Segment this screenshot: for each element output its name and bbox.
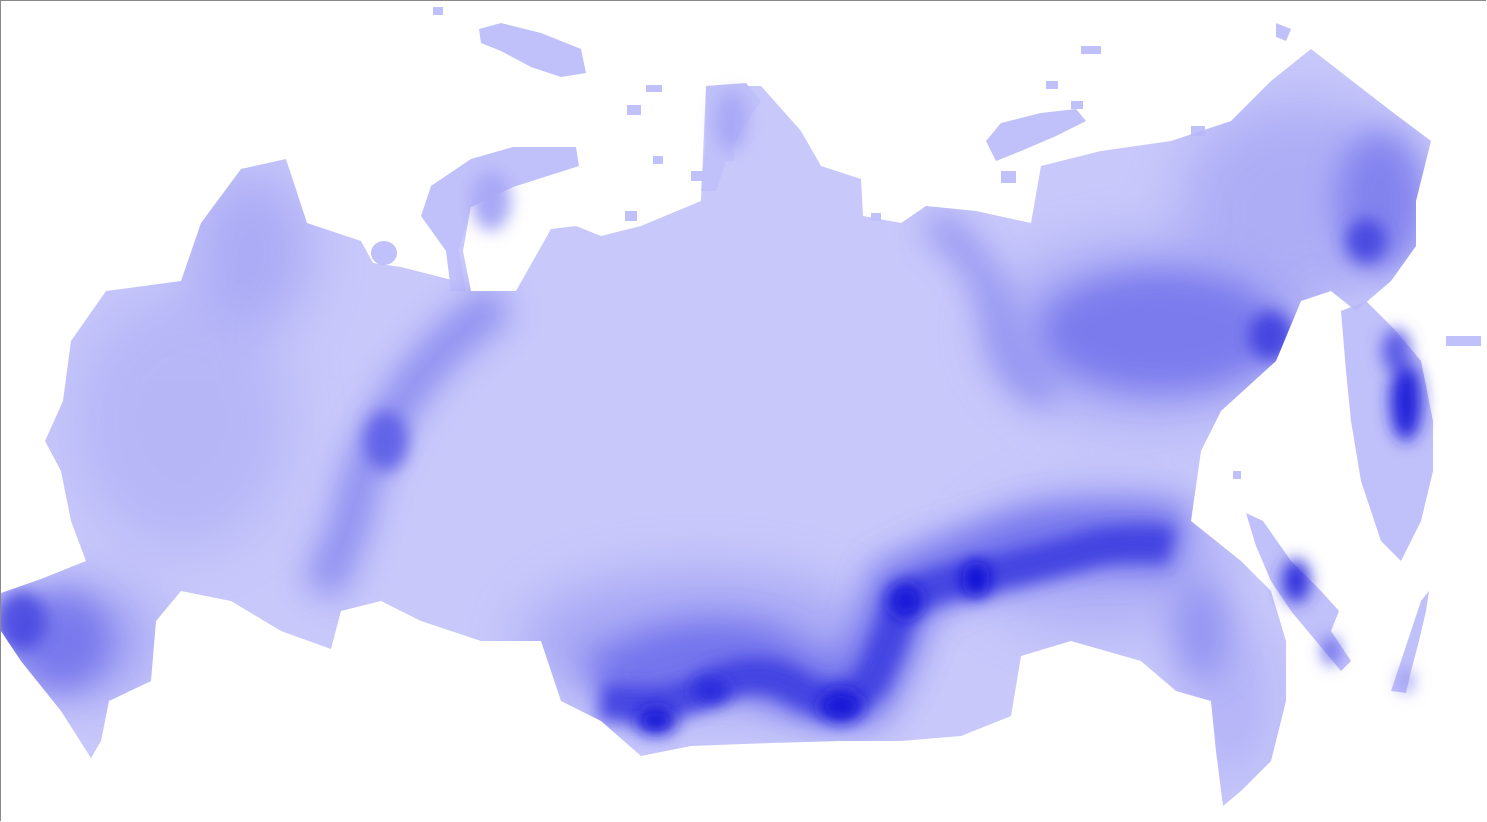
island-small-4	[653, 156, 663, 164]
island-small-6	[716, 151, 734, 161]
island-small-5	[625, 211, 637, 221]
island-density	[471, 91, 1422, 693]
island-small-12	[1191, 126, 1205, 136]
island-small-14	[433, 7, 443, 15]
island-small-11	[1001, 171, 1016, 183]
density-layer	[1, 101, 1426, 781]
island-small-1	[371, 241, 397, 265]
island-small-7	[691, 171, 705, 181]
island-small-13	[1446, 336, 1481, 346]
wrangel-island	[1276, 23, 1291, 41]
island-small-16	[1233, 471, 1241, 479]
new-siberian-islands	[986, 109, 1086, 161]
kuril-islands	[1391, 591, 1429, 693]
island-small-3	[627, 105, 641, 115]
franz-josef-land	[479, 23, 586, 77]
island-small-8	[1081, 46, 1101, 54]
island-small-15	[871, 213, 881, 221]
island-small-9	[1046, 81, 1058, 89]
novaya-zemlya	[421, 147, 579, 291]
island-small-2	[646, 85, 662, 92]
island-small-10	[1071, 101, 1083, 109]
